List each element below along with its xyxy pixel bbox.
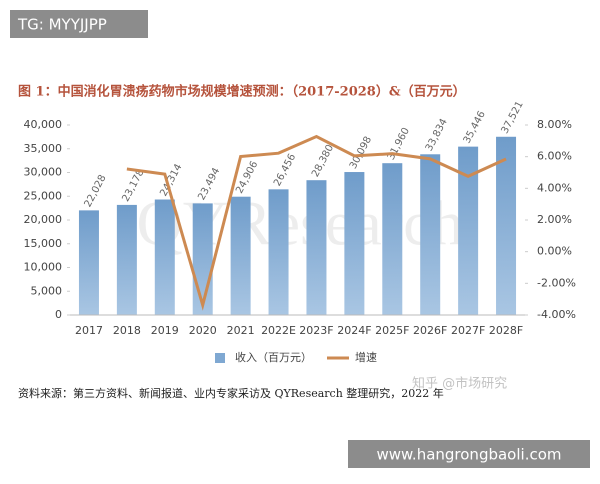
x-tick-label: 2020 <box>189 324 217 337</box>
y2-tick-label: -2.00% <box>537 276 576 289</box>
x-tick-label: 2018 <box>113 324 141 337</box>
overlay-text: TG: MYYJJPP <box>17 16 107 34</box>
source-note: 资料来源：第三方资料、新闻报道、业内专家采访及 QYResearch 整理研究，… <box>18 386 444 400</box>
overlay-text: www.hangrongbaoli.com <box>377 446 562 464</box>
x-tick-label: 2027F <box>451 324 485 337</box>
x-tick-label: 2024F <box>337 324 371 337</box>
zhihu-watermark: 知乎 @市场研究 <box>412 376 507 392</box>
data-label: 26,456 <box>272 152 298 188</box>
bar <box>78 210 99 315</box>
y-tick-label: 30,000 <box>24 166 63 179</box>
x-tick-label: 2025F <box>375 324 409 337</box>
y-tick-label: 5,000 <box>31 284 63 297</box>
data-label: 30,098 <box>348 135 374 171</box>
legend-label: 收入（百万元） <box>235 350 312 364</box>
legend-swatch <box>215 353 225 363</box>
x-tick-label: 2021 <box>227 324 255 337</box>
data-label: 37,521 <box>500 100 526 136</box>
y-tick-label: 10,000 <box>24 261 63 274</box>
x-tick-label: 2022E <box>261 324 296 337</box>
legend-label: 增速 <box>355 350 377 364</box>
bar <box>192 203 213 315</box>
bar <box>420 154 441 315</box>
y2-tick-label: -4.00% <box>537 308 576 321</box>
x-tick-label: 2017 <box>75 324 103 337</box>
x-tick-label: 2028F <box>489 324 523 337</box>
y-tick-label: 15,000 <box>24 237 63 250</box>
chart-title: 图 1：中国消化胃溃疡药物市场规模增速预测：（2017-2028）&（百万元） <box>18 84 466 100</box>
y-tick-label: 35,000 <box>24 142 63 155</box>
data-label: 22,028 <box>83 173 109 209</box>
y2-tick-label: 8.00% <box>537 118 572 131</box>
y-tick-label: 20,000 <box>24 213 63 226</box>
line <box>126 134 507 311</box>
y2-tick-label: 4.00% <box>537 181 572 194</box>
bar <box>306 180 327 315</box>
bar <box>154 199 175 315</box>
y-tick-label: 0 <box>55 308 62 321</box>
bar <box>382 163 403 315</box>
y-tick-label: 25,000 <box>24 189 63 202</box>
y2-tick-label: 2.00% <box>537 213 572 226</box>
x-tick-label: 2026F <box>413 324 447 337</box>
overlay-box <box>348 440 590 468</box>
y2-tick-label: 0.00% <box>537 245 572 258</box>
x-tick-label: 2019 <box>151 324 179 337</box>
data-label: 33,834 <box>424 117 450 153</box>
watermark: QYResearch <box>137 188 464 259</box>
y-tick-label: 40,000 <box>24 118 63 131</box>
bar <box>458 146 479 315</box>
bar <box>116 204 137 315</box>
data-label: 35,446 <box>462 109 488 145</box>
bar <box>268 189 289 315</box>
data-label: 28,380 <box>310 143 336 179</box>
overlay-box <box>10 10 148 38</box>
bar <box>496 136 517 315</box>
bar <box>230 196 251 315</box>
bar <box>344 172 365 315</box>
x-tick-label: 2023F <box>299 324 333 337</box>
y2-tick-label: 6.00% <box>537 150 572 163</box>
